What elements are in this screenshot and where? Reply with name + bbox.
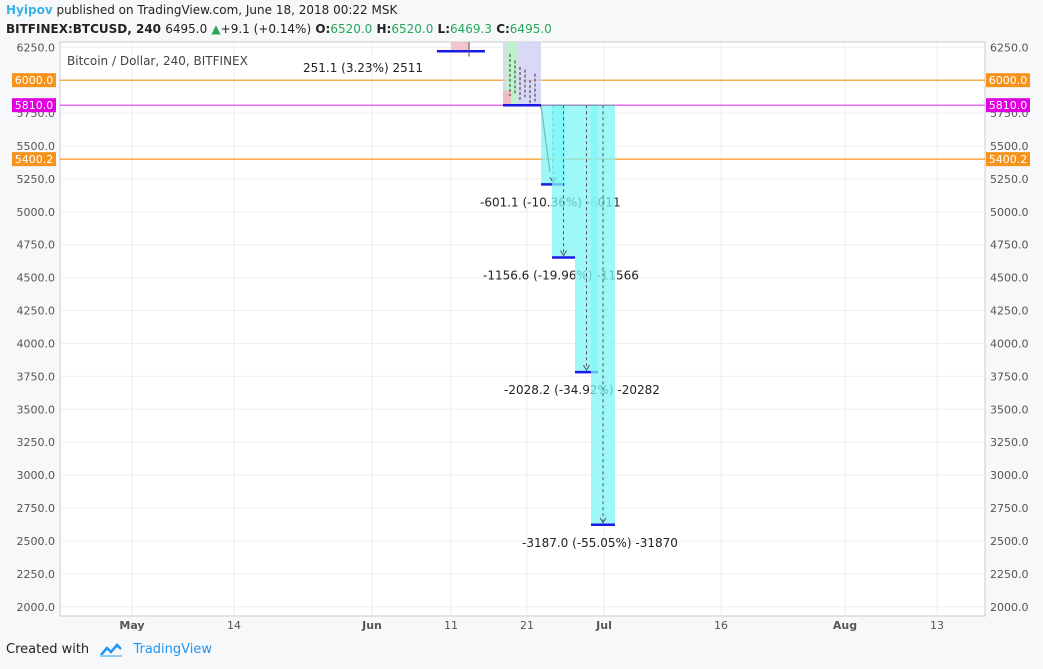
y-tick-label: 2500.0 bbox=[17, 535, 56, 548]
low-value: 6469.3 bbox=[450, 22, 492, 36]
y-axis-right: 6250.06000.05750.05500.05250.05000.04750… bbox=[990, 41, 1029, 614]
open-value: 6520.0 bbox=[330, 22, 373, 36]
y-tick-label: 4750.0 bbox=[17, 239, 56, 252]
high-label: H: bbox=[376, 22, 392, 36]
y-tick-label: 5250.0 bbox=[17, 173, 56, 186]
y-tick-label: 4000.0 bbox=[17, 337, 56, 350]
author-name[interactable]: Hyipov bbox=[6, 3, 53, 17]
y-tick-label: 2000.0 bbox=[17, 601, 56, 614]
y-tick-label: 3500.0 bbox=[17, 403, 56, 416]
y-tick-label: 3750.0 bbox=[17, 370, 56, 383]
open-label: O: bbox=[315, 22, 331, 36]
publish-info: Hyipov published on TradingView.com, Jun… bbox=[6, 3, 397, 17]
x-tick-label: 11 bbox=[444, 619, 458, 632]
tradingview-brand[interactable]: TradingView bbox=[133, 642, 212, 657]
y-axis-left: 6250.06000.05750.05500.05250.05000.04750… bbox=[17, 41, 56, 614]
y-tick-label: 4500.0 bbox=[17, 272, 56, 285]
price-badge-right bbox=[986, 98, 1030, 113]
top-measurement-label: 251.1 (3.23%) 2511 bbox=[303, 61, 423, 75]
low-label: L: bbox=[437, 22, 450, 36]
y-tick-label: 2750.0 bbox=[990, 502, 1029, 515]
price-badge-right-label: 6000.0 bbox=[989, 74, 1028, 87]
high-value: 6520.0 bbox=[391, 22, 434, 36]
y-tick-label: 2500.0 bbox=[990, 535, 1029, 548]
price-badges: 6000.0 6000.0 5810.0 5810.0 5400.2 5400.2 bbox=[12, 73, 1030, 167]
price-badge-right bbox=[986, 152, 1030, 167]
x-tick-label: 21 bbox=[520, 619, 534, 632]
x-tick-label: May bbox=[119, 619, 144, 632]
tradingview-logo-icon bbox=[100, 642, 123, 657]
projection-label: -1156.6 (-19.96%) -11566 bbox=[483, 269, 639, 283]
created-with-text: Created with bbox=[6, 642, 90, 657]
price-badge-right bbox=[986, 73, 1030, 88]
x-tick-label: 14 bbox=[227, 619, 241, 632]
x-tick-label: 13 bbox=[930, 619, 944, 632]
price-badge-right-label: 5810.0 bbox=[989, 99, 1028, 112]
y-tick-label: 5500.0 bbox=[990, 140, 1029, 153]
y-tick-label: 4000.0 bbox=[990, 337, 1029, 350]
x-tick-label: Jul bbox=[595, 619, 612, 632]
projection-label: -3187.0 (-55.05%) -31870 bbox=[522, 536, 678, 550]
projection-box bbox=[552, 105, 575, 258]
y-tick-label: 3500.0 bbox=[990, 403, 1029, 416]
x-tick-label: 16 bbox=[714, 619, 728, 632]
x-axis: May 14 Jun 11 21 Jul 16 Aug 13 bbox=[119, 619, 944, 632]
projection-arrow-head bbox=[583, 364, 590, 372]
y-tick-label: 2250.0 bbox=[990, 568, 1029, 581]
loss-box-top bbox=[451, 42, 469, 52]
y-tick-label: 4500.0 bbox=[990, 272, 1029, 285]
y-tick-label: 3250.0 bbox=[990, 436, 1029, 449]
y-tick-label: 5250.0 bbox=[990, 173, 1029, 186]
projection-arrow-head bbox=[560, 250, 567, 257]
y-tick-label: 6250.0 bbox=[990, 41, 1029, 54]
projection-label: -2028.2 (-34.92%) -20282 bbox=[504, 383, 660, 397]
y-tick-label: 2000.0 bbox=[990, 601, 1029, 614]
y-tick-label: 2250.0 bbox=[17, 568, 56, 581]
y-tick-label: 5500.0 bbox=[17, 140, 56, 153]
close-value: 6495.0 bbox=[509, 22, 552, 36]
price-badge-left bbox=[12, 73, 56, 88]
y-tick-label: 3000.0 bbox=[990, 469, 1029, 482]
price-badge-left-label: 5810.0 bbox=[15, 99, 54, 112]
projection-arrow-head bbox=[599, 517, 607, 524]
projections: -601.1 (-10.36%) -6011-1156.6 (-19.96%) … bbox=[480, 104, 678, 550]
y-tick-label: 5000.0 bbox=[990, 206, 1029, 219]
y-tick-label: 3250.0 bbox=[17, 436, 56, 449]
y-tick-label: 6250.0 bbox=[17, 41, 56, 54]
y-tick-label: 3000.0 bbox=[17, 469, 56, 482]
last-price: 6495.0 bbox=[165, 22, 208, 36]
close-label: C: bbox=[496, 22, 510, 36]
up-arrow-icon: ▲ bbox=[211, 22, 221, 36]
x-tick-label: Jun bbox=[361, 619, 382, 632]
y-tick-label: 4250.0 bbox=[990, 305, 1029, 318]
price-badge-left bbox=[12, 98, 56, 113]
symbol-label: BITFINEX:BTCUSD, 240 bbox=[6, 22, 162, 36]
x-tick-label: Aug bbox=[833, 619, 857, 632]
y-tick-label: 5000.0 bbox=[17, 206, 56, 219]
price-badge-left-label: 5400.2 bbox=[15, 153, 54, 166]
published-text: published on TradingView.com, June 18, 2… bbox=[56, 3, 398, 17]
gain-box bbox=[506, 42, 518, 106]
y-tick-label: 4250.0 bbox=[17, 305, 56, 318]
chart-title: Bitcoin / Dollar, 240, BITFINEX bbox=[67, 54, 248, 68]
candle-area bbox=[437, 42, 551, 173]
y-tick-label: 3750.0 bbox=[990, 370, 1029, 383]
grid bbox=[60, 42, 985, 616]
price-badge-left-label: 6000.0 bbox=[15, 74, 54, 87]
footer: Created with TradingView bbox=[6, 642, 212, 657]
plot-area bbox=[59, 41, 986, 617]
y-tick-label: 2750.0 bbox=[17, 502, 56, 515]
y-tick-label: 4750.0 bbox=[990, 239, 1029, 252]
price-change: +9.1 (+0.14%) bbox=[220, 22, 312, 36]
price-badge-right-label: 5400.2 bbox=[989, 153, 1028, 166]
symbol-info: BITFINEX:BTCUSD, 240 6495.0 ▲+9.1 (+0.14… bbox=[6, 22, 552, 36]
loss-box bbox=[503, 90, 511, 106]
price-badge-left bbox=[12, 152, 56, 167]
